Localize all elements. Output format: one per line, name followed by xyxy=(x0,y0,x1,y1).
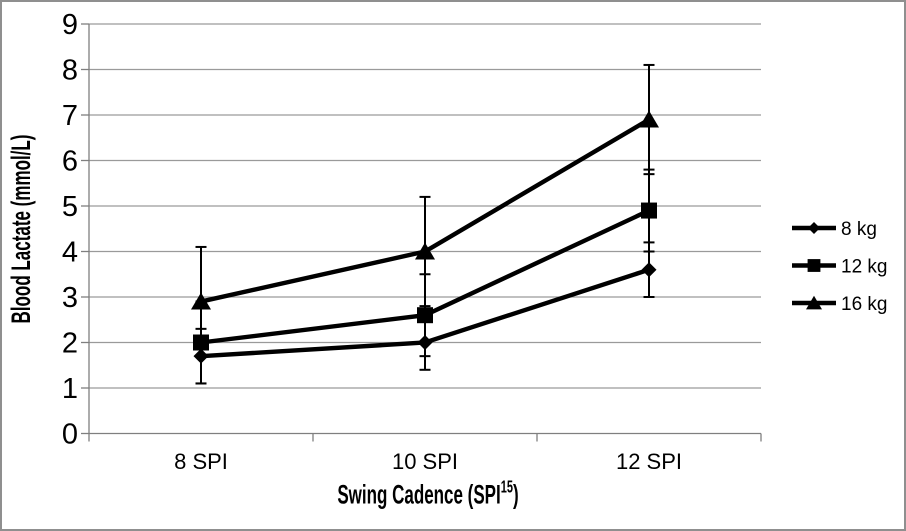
marker-diamond xyxy=(808,222,820,234)
marker-diamond xyxy=(193,348,209,364)
legend-label-8-kg: 8 kg xyxy=(841,219,877,240)
marker-square xyxy=(641,202,657,219)
legend-label-16-kg: 16 kg xyxy=(841,294,887,315)
x-axis-title-text: Swing Cadence (SPI xyxy=(337,479,501,510)
x-category-label: 8 SPI xyxy=(174,449,228,474)
y-tick-label: 7 xyxy=(62,100,78,132)
y-tick-label: 0 xyxy=(62,419,78,451)
marker-square xyxy=(807,259,821,272)
marker-triangle xyxy=(639,110,659,128)
marker-square xyxy=(417,307,433,324)
legend-label-12-kg: 12 kg xyxy=(841,257,887,278)
marker-triangle xyxy=(191,292,211,310)
y-tick-label: 4 xyxy=(62,237,78,269)
y-tick-label: 9 xyxy=(62,9,78,41)
marker-triangle xyxy=(415,242,435,260)
marker-diamond xyxy=(641,262,657,278)
y-tick-label: 5 xyxy=(62,191,78,223)
y-tick-label: 2 xyxy=(62,328,78,360)
x-axis-title: Swing Cadence (SPI15) xyxy=(337,478,519,510)
marker-square xyxy=(193,334,209,351)
y-tick-label: 1 xyxy=(62,373,78,405)
x-category-label: 10 SPI xyxy=(392,449,458,474)
x-axis-title-superscript: 15 xyxy=(500,478,514,498)
marker-triangle xyxy=(806,295,822,310)
y-tick-label: 3 xyxy=(62,282,78,314)
y-tick-label: 6 xyxy=(62,146,78,178)
x-category-label: 12 SPI xyxy=(616,449,682,474)
x-axis-title-close: ) xyxy=(513,479,519,510)
marker-diamond xyxy=(417,335,433,350)
y-tick-label: 8 xyxy=(62,55,78,87)
y-axis-title: Blood Lactate (mmol/L) xyxy=(5,134,37,324)
